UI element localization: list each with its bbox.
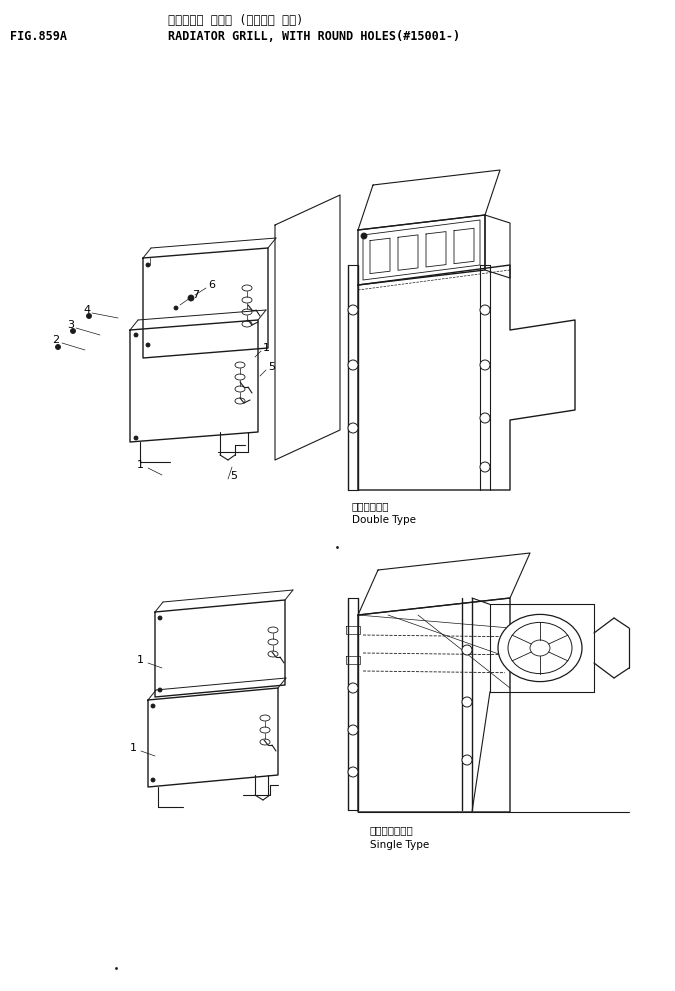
Circle shape <box>348 683 358 693</box>
Circle shape <box>462 645 472 655</box>
Circle shape <box>174 306 178 310</box>
Circle shape <box>151 778 155 782</box>
Circle shape <box>146 263 150 267</box>
Circle shape <box>151 704 155 708</box>
Ellipse shape <box>498 614 582 682</box>
Circle shape <box>158 688 162 692</box>
Circle shape <box>480 462 490 472</box>
Circle shape <box>55 345 61 350</box>
Text: 5: 5 <box>230 471 237 481</box>
Circle shape <box>158 616 162 620</box>
Circle shape <box>480 305 490 315</box>
Text: 2: 2 <box>52 335 59 345</box>
Circle shape <box>134 436 138 440</box>
Circle shape <box>146 343 150 347</box>
Text: ラジエータ グリル (マルアナ ヤキ): ラジエータ グリル (マルアナ ヤキ) <box>168 14 303 27</box>
Text: Single Type: Single Type <box>370 840 429 850</box>
Circle shape <box>348 767 358 777</box>
Text: ダブルタイプ: ダブルタイプ <box>352 501 389 511</box>
Text: 4: 4 <box>83 305 90 315</box>
Circle shape <box>70 328 76 334</box>
Text: FIG.859A: FIG.859A <box>10 31 67 44</box>
Text: 6: 6 <box>208 280 215 290</box>
Text: 1: 1 <box>137 460 144 470</box>
Text: RADIATOR GRILL, WITH ROUND HOLES(#15001-): RADIATOR GRILL, WITH ROUND HOLES(#15001-… <box>168 31 460 44</box>
Text: 5: 5 <box>268 362 275 372</box>
Circle shape <box>462 697 472 707</box>
Circle shape <box>86 313 92 318</box>
Text: 7: 7 <box>192 290 199 300</box>
Circle shape <box>480 360 490 370</box>
Text: 1: 1 <box>130 743 137 753</box>
Circle shape <box>134 333 138 337</box>
Circle shape <box>348 725 358 735</box>
Circle shape <box>348 305 358 315</box>
Circle shape <box>348 360 358 370</box>
Circle shape <box>188 295 194 301</box>
Text: 1: 1 <box>263 343 270 353</box>
Text: 1: 1 <box>137 655 144 665</box>
Text: シングルタイプ: シングルタイプ <box>370 825 414 835</box>
Text: Double Type: Double Type <box>352 515 416 525</box>
Circle shape <box>462 755 472 765</box>
Circle shape <box>480 413 490 423</box>
Circle shape <box>348 423 358 433</box>
Circle shape <box>361 233 367 239</box>
Ellipse shape <box>508 622 572 674</box>
Text: 3: 3 <box>67 320 74 330</box>
